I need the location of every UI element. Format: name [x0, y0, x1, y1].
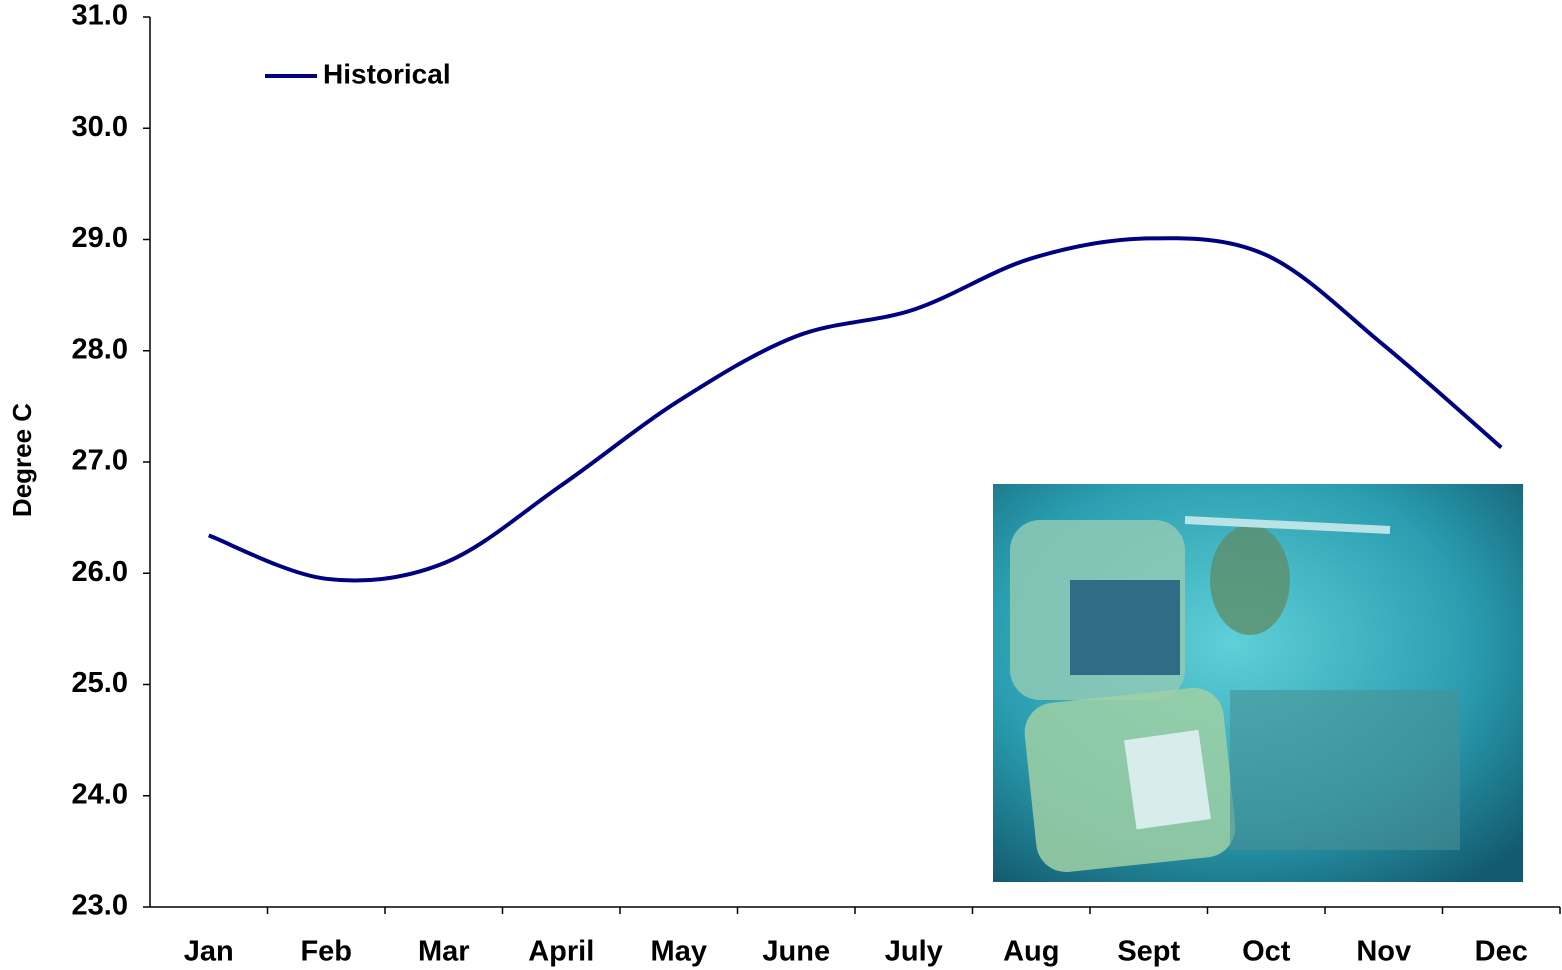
y-tick-label: 28.0: [72, 333, 128, 365]
series-line: [208, 236, 1503, 583]
y-tick-label: 25.0: [72, 667, 128, 699]
x-tick-label: Nov: [1356, 936, 1411, 968]
y-tick-label: 23.0: [72, 890, 128, 922]
photo: [993, 484, 1523, 882]
y-tick-label: 31.0: [72, 0, 128, 32]
x-tick-label: Mar: [418, 936, 470, 968]
x-tick-label: Oct: [1242, 936, 1291, 968]
legend-label: Historical: [323, 58, 451, 89]
x-tick-label: May: [651, 936, 707, 968]
y-tick-label: 27.0: [72, 445, 128, 477]
y-tick-label: 26.0: [72, 556, 128, 588]
x-tick-label: April: [528, 936, 594, 968]
x-tick-label: Dec: [1475, 936, 1528, 968]
x-tick-label: July: [885, 936, 943, 968]
x-tick-label: June: [762, 936, 830, 968]
x-tick-label: Sept: [1117, 936, 1180, 968]
y-tick-label: 24.0: [72, 778, 128, 810]
y-tick-label: 30.0: [72, 111, 128, 143]
x-tick-label: Feb: [300, 936, 352, 968]
y-axis-label: Degree C: [7, 403, 37, 517]
x-tick-label: Jan: [184, 936, 234, 968]
x-tick-label: Aug: [1003, 936, 1059, 968]
y-tick-label: 29.0: [72, 222, 128, 254]
